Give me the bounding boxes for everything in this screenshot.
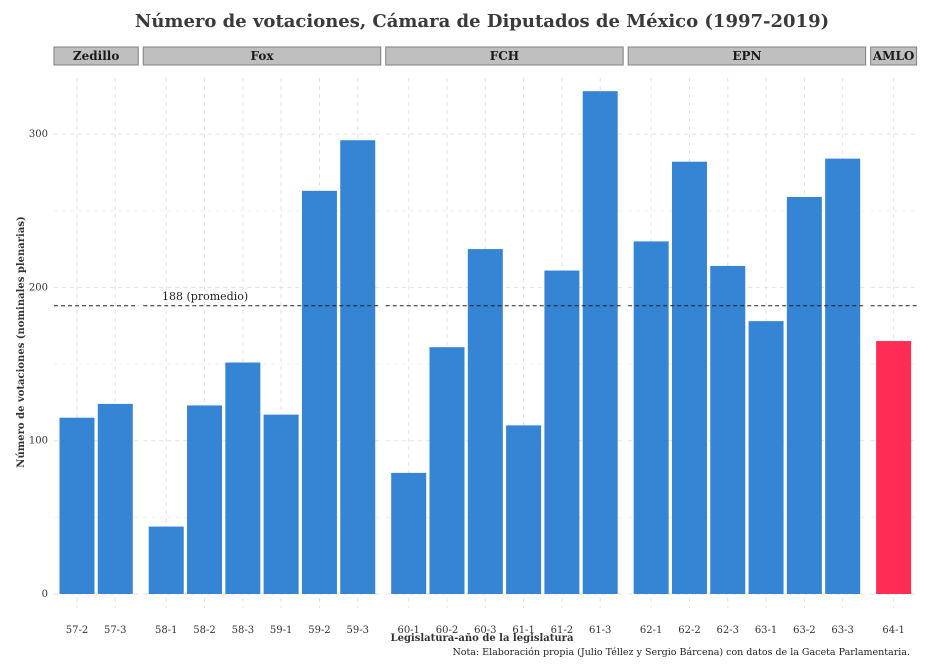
panel-fox: Fox 58-1 58-2 58-3 59-1 59-2 59-3 <box>142 46 382 636</box>
bar-62-1 <box>633 241 669 594</box>
y-axis-label: Número de votaciones (nominales plenaria… <box>16 216 27 467</box>
x-tick-label: 62-2 <box>678 625 700 636</box>
bar-63-3 <box>825 158 861 595</box>
x-tick-label: 60-2 <box>436 625 458 636</box>
x-tick-label: 62-3 <box>717 625 739 636</box>
bar-57-2 <box>59 417 95 594</box>
bar-58-1 <box>148 526 184 594</box>
y-tick-label: 300 <box>29 129 48 140</box>
bar-59-1 <box>263 414 299 594</box>
x-tick-label: 61-3 <box>589 625 611 636</box>
bar-61-2 <box>544 270 580 594</box>
panel-strip-label: Fox <box>250 49 274 63</box>
x-tick-label: 57-2 <box>66 625 88 636</box>
x-tick-label: 59-1 <box>270 625 292 636</box>
bar-60-3 <box>467 249 503 594</box>
panel-strip <box>53 46 139 66</box>
bar-62-3 <box>710 265 746 594</box>
panel-strip <box>870 46 918 66</box>
chart-title: Número de votaciones, Cámara de Diputado… <box>135 11 829 32</box>
x-tick-label: 58-3 <box>232 625 254 636</box>
bar-62-2 <box>671 161 707 594</box>
bar-61-1 <box>506 425 542 594</box>
bar-60-1 <box>391 472 427 594</box>
panel-strip-label: FCH <box>490 49 519 63</box>
x-tick-label: 60-1 <box>397 625 419 636</box>
x-axis-label: Legislatura-año de la legislatura <box>391 633 574 644</box>
panel-strip <box>385 46 624 66</box>
bar-58-3 <box>225 362 261 594</box>
x-tick-label: 60-3 <box>474 625 496 636</box>
x-tick-label: 62-1 <box>640 625 662 636</box>
x-tick-label: 63-3 <box>831 625 853 636</box>
x-tick-label: 63-2 <box>793 625 815 636</box>
panel-strip-label: AMLO <box>872 49 914 63</box>
x-tick-label: 58-2 <box>193 625 215 636</box>
y-tick-label: 0 <box>42 589 48 600</box>
x-tick-label: 61-1 <box>512 625 534 636</box>
panel-amlo: AMLO 64-1 <box>870 46 918 636</box>
x-tick-label: 59-3 <box>347 625 369 636</box>
bar-59-3 <box>340 140 376 594</box>
average-label: 188 (promedio) <box>162 290 248 303</box>
chart-note: Nota: Elaboración propia (Julio Téllez y… <box>452 647 910 658</box>
panel-zedillo: Zedillo 57-2 57-3 <box>53 46 139 636</box>
bar-58-2 <box>187 405 223 594</box>
panel-epn: EPN 62-1 62-2 62-3 63-1 63-2 63-3 <box>627 46 867 636</box>
bar-57-3 <box>97 403 133 594</box>
bar-61-3 <box>582 91 618 595</box>
bar-64-1 <box>876 341 912 594</box>
x-tick-label: 59-2 <box>308 625 330 636</box>
x-tick-label: 58-1 <box>155 625 177 636</box>
bar-60-2 <box>429 347 465 594</box>
panel-fch: FCH 60-1 60-2 60-3 61-1 61-2 61-3 <box>385 46 624 636</box>
panel-strip <box>142 46 382 66</box>
panel-strip-label: EPN <box>732 49 761 63</box>
x-tick-label: 63-1 <box>755 625 777 636</box>
panel-strip-label: Zedillo <box>73 49 119 63</box>
x-tick-label: 57-3 <box>104 625 126 636</box>
y-tick-label: 200 <box>29 282 48 293</box>
x-tick-label: 64-1 <box>882 625 904 636</box>
panel-strip <box>627 46 867 66</box>
y-tick-label: 100 <box>29 436 48 447</box>
bar-63-2 <box>786 196 822 594</box>
bar-59-2 <box>301 190 337 595</box>
x-tick-label: 61-2 <box>551 625 573 636</box>
bar-63-1 <box>748 321 784 594</box>
